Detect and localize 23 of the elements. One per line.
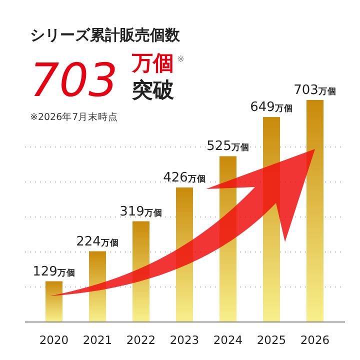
bar (89, 251, 106, 322)
annotation: ※2026年7月末時点 (30, 111, 118, 123)
text: ※ (177, 55, 185, 65)
x-tick-label: 2024 (213, 333, 243, 347)
x-tick-label: 2021 (82, 333, 112, 347)
bar (306, 100, 324, 322)
annotation: 突破 (131, 78, 175, 102)
text: 万個 (131, 51, 174, 75)
data-label: 319万個 (120, 204, 162, 220)
data-label: 703万個 (294, 83, 336, 98)
x-tick-label: 2020 (39, 333, 69, 347)
data-label: 426万個 (163, 170, 206, 186)
x-tick-label: 2026 (300, 333, 330, 347)
bar (46, 281, 62, 322)
annotation: 703 (30, 53, 118, 107)
data-label: 224万個 (76, 234, 119, 250)
data-label: 649万個 (250, 100, 293, 116)
x-tick-label: 2023 (170, 333, 200, 347)
x-tick-label: 2025 (256, 333, 286, 347)
data-label: 525万個 (206, 139, 250, 154)
data-label: 129万個 (32, 264, 76, 280)
chart-title: シリーズ累計販売個数 (30, 26, 181, 44)
x-tick-label: 2022 (126, 333, 156, 347)
